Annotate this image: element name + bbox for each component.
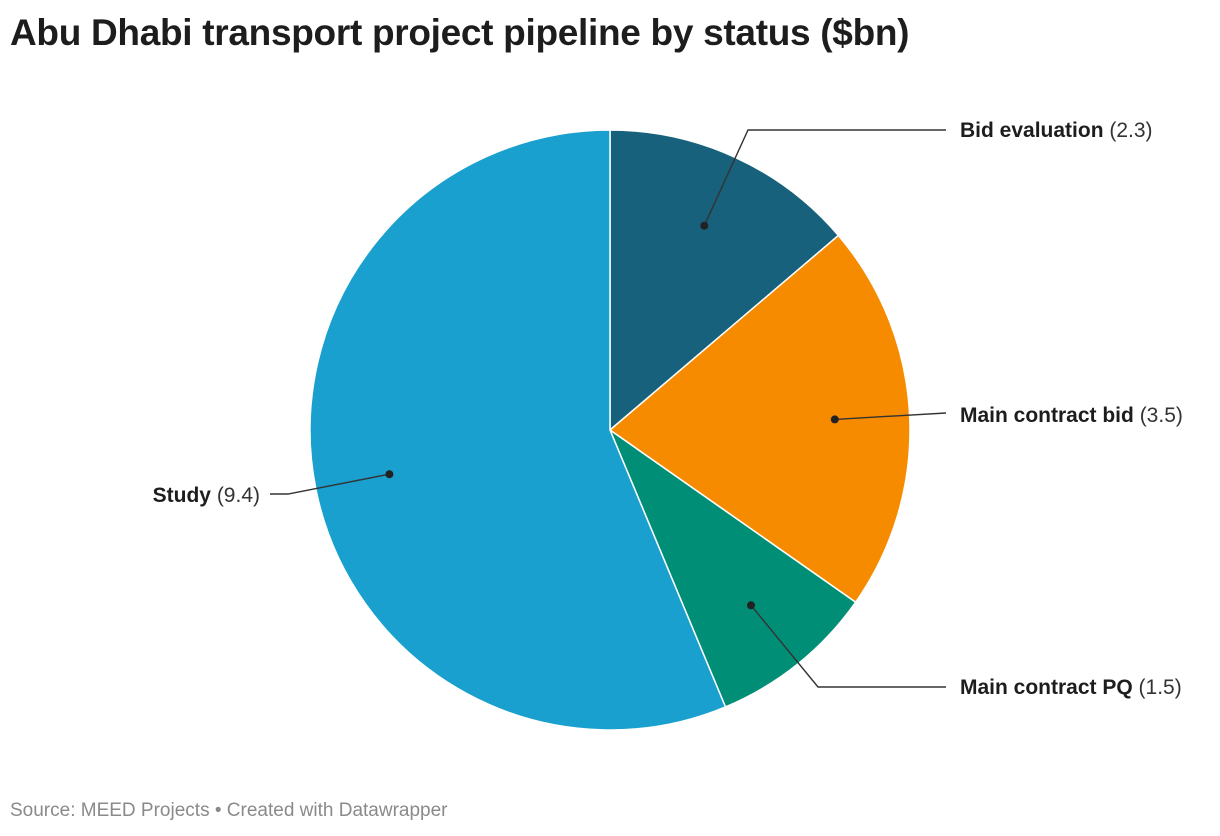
slice-label-name: Main contract bid	[960, 404, 1134, 427]
slice-label-main-contract-bid: Main contract bid (3.5)	[960, 404, 1183, 427]
leader-dot-study	[385, 470, 394, 479]
credit-note: Created with Datawrapper	[226, 800, 448, 821]
slice-label-study: Study (9.4)	[153, 484, 260, 507]
footer-separator: •	[214, 800, 222, 821]
slice-label-name: Main contract PQ	[960, 676, 1133, 699]
slice-labels: Bid evaluation (2.3) Main contract bid (3…	[153, 119, 1183, 699]
pie-slice-main-contract-pq	[609, 429, 857, 708]
slice-label-name: Study	[153, 484, 212, 507]
slice-label-value: (9.4)	[211, 484, 260, 507]
slice-label-value: (2.3)	[1104, 119, 1153, 142]
leader-dot-main-contract-pq	[747, 601, 755, 610]
pie-slices	[309, 129, 911, 731]
slice-label-bid-evaluation: Bid evaluation (2.3)	[960, 119, 1153, 142]
slice-label-value: (1.5)	[1133, 676, 1182, 699]
chart-title: Abu Dhabi transport project pipeline by …	[10, 12, 910, 53]
leader-line-main-contract-pq	[750, 604, 946, 688]
leader-dot-bid-evaluation	[700, 221, 709, 230]
slice-label-name: Bid evaluation	[960, 119, 1104, 142]
slice-label-main-contract-pq: Main contract PQ (1.5)	[960, 676, 1182, 699]
leader-line-main-contract-bid	[834, 412, 947, 421]
pie-slice-main-contract-bid	[609, 234, 911, 603]
leader-line-study	[270, 473, 390, 495]
chart-footer: Source: MEED Projects • Created with Dat…	[10, 800, 448, 822]
leader-dot-main-contract-bid	[830, 415, 839, 424]
slice-label-value: (3.5)	[1134, 404, 1183, 427]
source-note: Source: MEED Projects	[10, 800, 210, 821]
leader-lines	[270, 129, 947, 688]
leader-line-bid-evaluation	[703, 129, 946, 226]
